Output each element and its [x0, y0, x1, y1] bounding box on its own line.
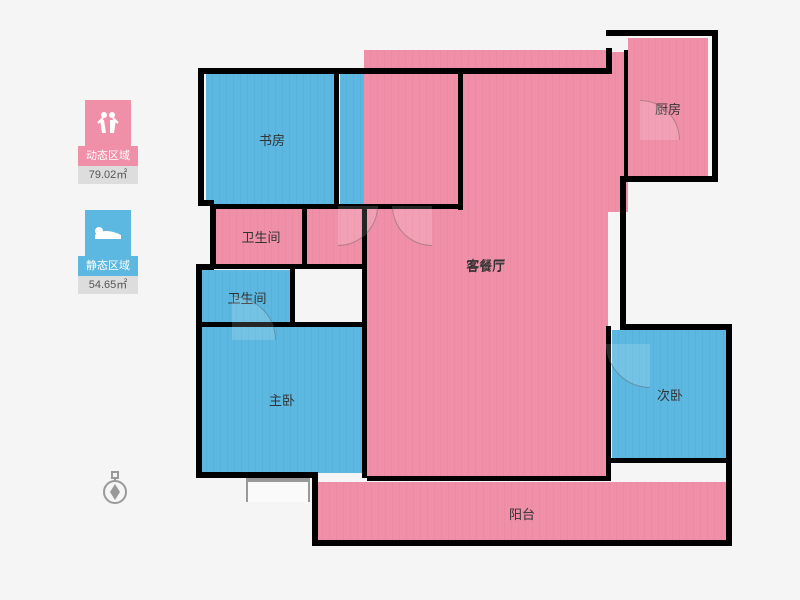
- room-bath1: 卫生间: [216, 208, 306, 264]
- room-master: 主卧: [200, 325, 364, 473]
- wall-segment: [198, 68, 608, 74]
- wall-segment: [626, 176, 718, 182]
- wall-segment: [312, 476, 318, 546]
- legend-static-value: 54.65㎡: [78, 276, 138, 294]
- floor-plan-canvas: 书房次卧客餐厅厨房卫生间卫生间主卧次卧阳台客餐厅: [0, 0, 800, 600]
- wall-segment: [620, 324, 730, 330]
- wall-segment: [606, 30, 718, 36]
- legend-static-label: 静态区域: [78, 256, 138, 276]
- room-balcony: 阳台: [316, 482, 728, 544]
- wall-segment: [624, 50, 628, 178]
- room-living_top: [462, 52, 628, 212]
- wall-segment: [367, 476, 611, 481]
- wall-segment: [362, 206, 367, 478]
- wall-segment: [606, 48, 612, 74]
- wall-segment: [210, 204, 216, 268]
- legend-static: 静态区域 54.65㎡: [78, 210, 138, 294]
- legend-dynamic-value: 79.02㎡: [78, 166, 138, 184]
- room-label-living-overlay: 客餐厅: [466, 256, 505, 275]
- room-label: 次卧: [657, 385, 683, 404]
- people-icon: [85, 100, 131, 146]
- wall-segment: [198, 68, 204, 204]
- wall-segment: [620, 176, 626, 326]
- room-label: 卫生间: [241, 227, 280, 246]
- room-study: 书房: [206, 74, 338, 204]
- sleep-icon: [85, 210, 131, 256]
- balcony-rail: [246, 478, 310, 502]
- wall-segment: [606, 458, 730, 463]
- wall-segment: [302, 206, 307, 264]
- wall-segment: [200, 264, 366, 269]
- room-label: 主卧: [269, 390, 295, 409]
- wall-segment: [290, 268, 295, 324]
- wall-segment: [458, 72, 463, 210]
- wall-segment: [200, 322, 366, 327]
- wall-segment: [712, 30, 718, 182]
- wall-segment: [196, 264, 202, 476]
- room-label: 阳台: [509, 504, 535, 523]
- wall-segment: [312, 540, 732, 546]
- legend-dynamic: 动态区域 79.02㎡: [78, 100, 138, 184]
- compass-icon: [100, 470, 130, 500]
- wall-segment: [726, 324, 732, 544]
- wall-segment: [334, 72, 339, 204]
- legend-dynamic-label: 动态区域: [78, 146, 138, 166]
- room-label: 书房: [259, 130, 285, 149]
